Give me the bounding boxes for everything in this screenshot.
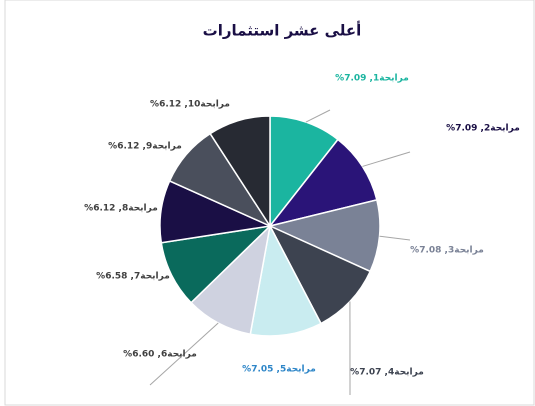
pie-slice xyxy=(268,138,378,228)
data-label: مرابحة3, 7.08% xyxy=(410,246,484,256)
data-label: مرابحة1, 7.09% xyxy=(335,74,409,84)
leader-line xyxy=(379,235,411,241)
data-label: مرابحة9, 6.12% xyxy=(108,142,182,152)
pie-slice xyxy=(269,115,339,229)
data-label: مرابحة4, 7.07% xyxy=(350,368,424,378)
data-label: مرابحة7, 6.58% xyxy=(96,272,170,282)
data-label: مرابحة2, 7.09% xyxy=(446,124,520,134)
leader-line xyxy=(362,151,411,167)
chart-title: أعلى عشر استثمارات xyxy=(203,21,362,40)
pie-slice xyxy=(268,224,372,325)
leader-line xyxy=(305,109,331,123)
pie-slice xyxy=(249,223,322,337)
data-label: مرابحة6, 6.60% xyxy=(123,350,197,360)
pie-slice xyxy=(209,115,271,229)
data-label: مرابحة5, 7.05% xyxy=(242,365,316,375)
data-label: مرابحة10, 6.12% xyxy=(150,100,230,110)
data-label: مرابحة8, 6.12% xyxy=(84,204,158,214)
leader-line xyxy=(149,322,219,386)
pie-slice xyxy=(267,199,381,273)
